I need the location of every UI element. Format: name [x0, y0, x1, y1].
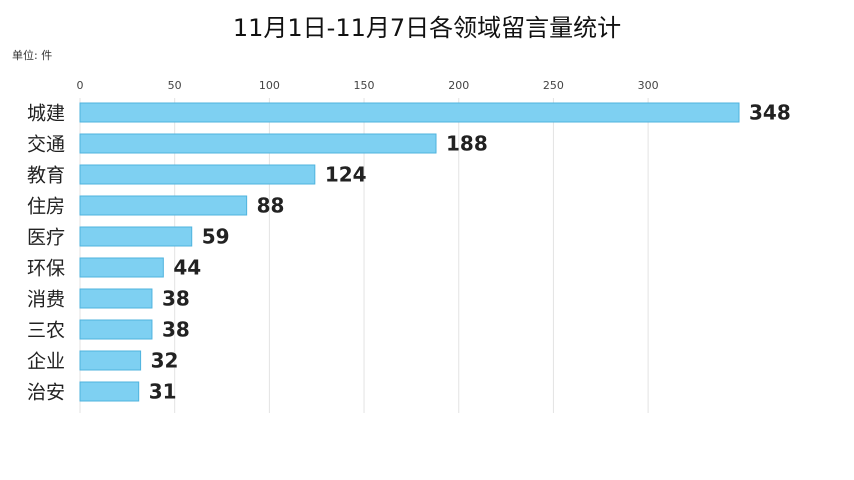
bar	[79, 288, 153, 309]
category-label: 交通	[27, 134, 65, 156]
category-label: 企业	[27, 351, 65, 373]
bar	[79, 226, 193, 247]
x-tick-label: 150	[354, 79, 375, 92]
bar	[79, 350, 142, 371]
x-tick-label: 250	[543, 79, 564, 92]
category-label: 城建	[27, 103, 65, 125]
value-label: 32	[151, 349, 179, 373]
value-label: 88	[257, 194, 285, 218]
bar	[79, 319, 153, 340]
value-label: 44	[173, 256, 201, 280]
value-label: 188	[446, 132, 488, 156]
category-label: 医疗	[27, 227, 65, 249]
value-label: 59	[202, 225, 230, 249]
bar	[79, 257, 164, 278]
bar	[79, 195, 248, 216]
value-label: 348	[749, 101, 791, 125]
category-label: 治安	[27, 382, 65, 404]
x-tick-label: 0	[77, 79, 84, 92]
bar	[79, 102, 740, 123]
x-tick-label: 200	[448, 79, 469, 92]
value-label: 38	[162, 318, 190, 342]
value-label: 124	[325, 163, 367, 187]
x-tick-label: 100	[259, 79, 280, 92]
unit-label: 单位: 件	[12, 49, 53, 62]
x-tick-label: 300	[638, 79, 659, 92]
value-label: 31	[149, 380, 177, 404]
category-label: 消费	[27, 289, 65, 311]
bar	[79, 381, 140, 402]
value-label: 38	[162, 287, 190, 311]
chart-title: 11月1日-11月7日各领域留言量统计	[232, 14, 622, 42]
category-label: 住房	[27, 196, 65, 218]
x-tick-label: 50	[168, 79, 182, 92]
category-label: 环保	[27, 258, 65, 280]
category-label: 教育	[27, 165, 65, 187]
category-label: 三农	[27, 320, 65, 342]
bar	[79, 164, 316, 185]
bar	[79, 133, 437, 154]
